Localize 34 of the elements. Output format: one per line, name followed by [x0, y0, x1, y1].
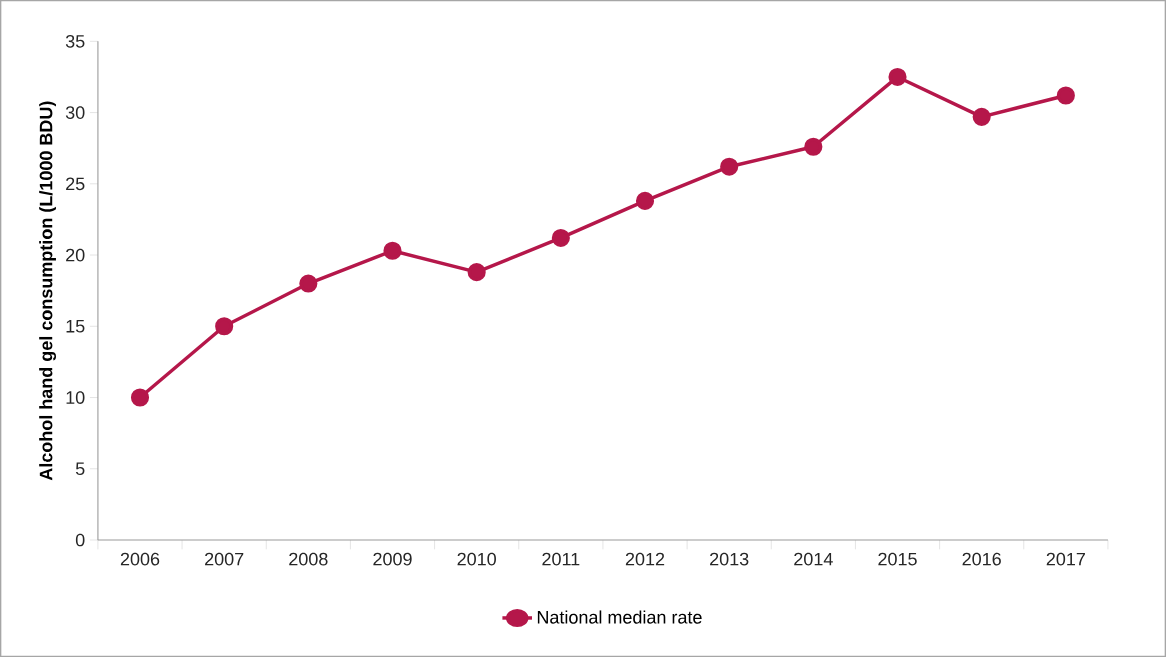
point [299, 274, 318, 293]
x-tick-label: 2016 [962, 552, 1001, 566]
y-tick-label: 5 [75, 462, 85, 476]
point [130, 388, 150, 407]
y-tick-label: 35 [65, 34, 85, 48]
point [383, 241, 402, 260]
x-tick-label: 2013 [710, 552, 749, 566]
y-tick-label: 0 [75, 533, 85, 547]
x-tick-label: 2006 [120, 552, 160, 566]
y-tick-label: 15 [66, 320, 85, 333]
x-tick-label: 2015 [878, 552, 917, 566]
x-tick-label: 2007 [205, 552, 244, 566]
point [215, 317, 234, 336]
point [888, 67, 907, 87]
y-tick-label: 20 [66, 248, 85, 262]
x-tick-label: 2010 [457, 552, 496, 566]
legend-label: National median rate [537, 610, 702, 624]
x-tick-label: 2009 [373, 552, 412, 566]
x-tick-label: 2014 [794, 552, 833, 566]
point [804, 137, 823, 156]
x-tick-label: 2012 [625, 552, 665, 566]
y-tick-label: 30 [65, 106, 85, 119]
point [720, 157, 739, 176]
x-tick-label: 2011 [542, 552, 580, 566]
point [635, 191, 655, 210]
point [467, 263, 486, 282]
point [972, 107, 991, 126]
y-axis-title: Alcohol hand gel consumption (L/1000 BDU) [39, 101, 57, 481]
y-tick-label: 25 [66, 177, 85, 191]
point [1056, 86, 1075, 105]
x-tick-label: 2017 [1046, 552, 1085, 566]
x-tick-label: 2008 [289, 552, 328, 566]
point [551, 228, 570, 248]
y-tick-label: 10 [66, 391, 85, 404]
